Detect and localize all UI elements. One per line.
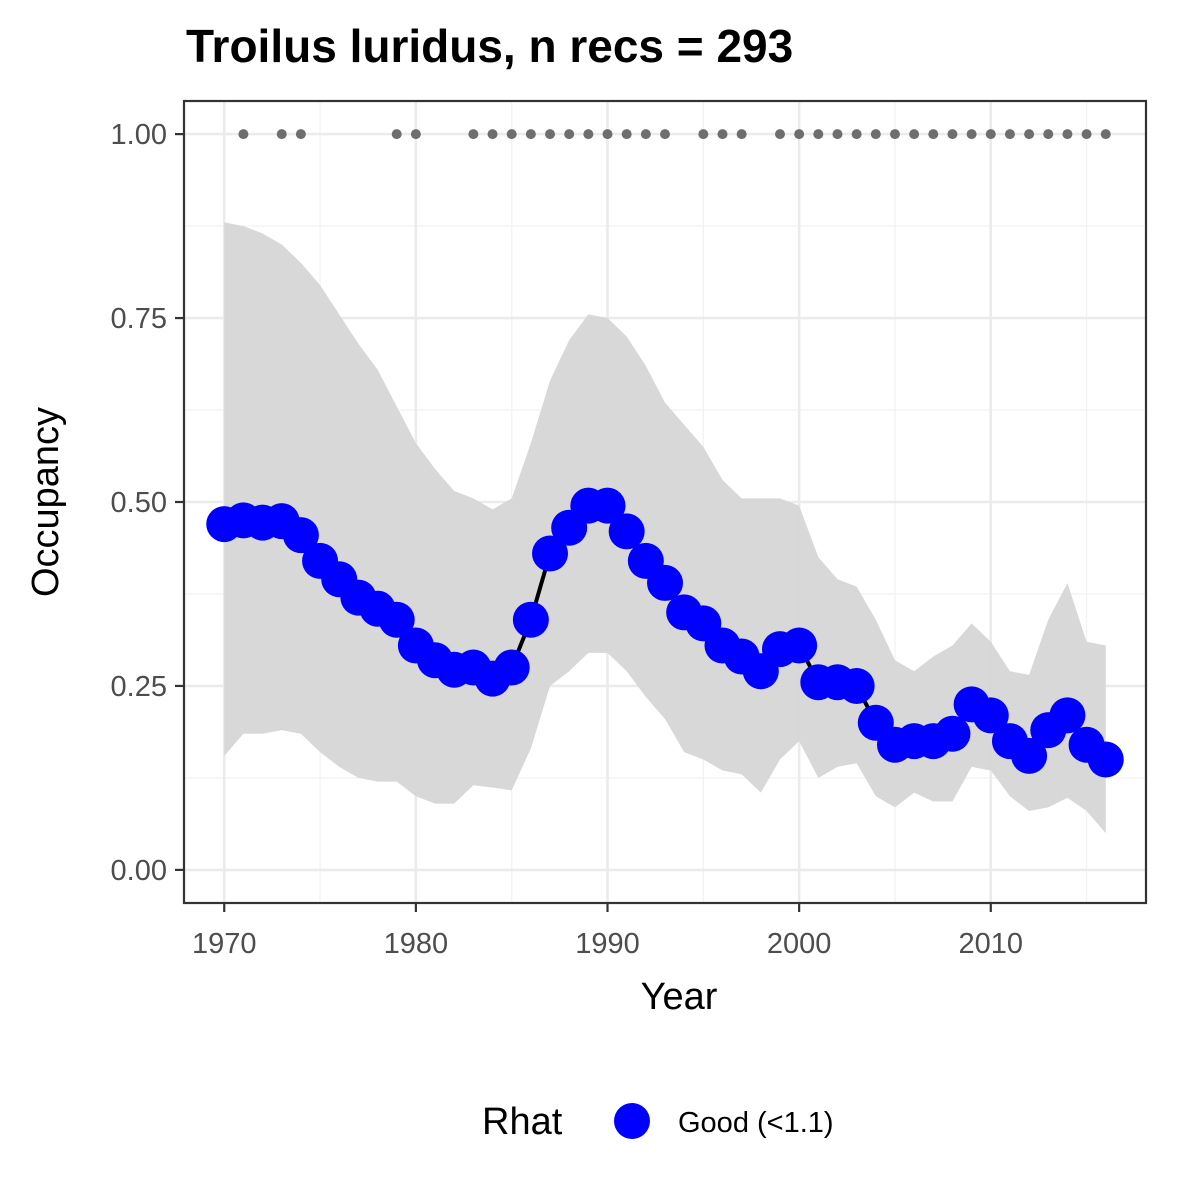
record-year-dot (1081, 129, 1092, 140)
record-year-dot (410, 129, 421, 140)
y-tick-label: 0.50 (111, 487, 167, 519)
x-tick-label: 1990 (575, 928, 640, 960)
record-year-dot (1100, 129, 1111, 140)
record-year-dot (391, 129, 402, 140)
occupancy-point (589, 487, 626, 524)
y-axis-title: Occupancy (25, 407, 67, 597)
x-axis: 1970 1980 1990 2000 2010 (192, 903, 1023, 960)
record-year-dot (717, 129, 728, 140)
occupancy-point (647, 564, 683, 601)
record-year-dot (966, 129, 977, 140)
record-year-dot (1024, 129, 1035, 140)
occupancy-point (608, 513, 645, 550)
record-year-dot (487, 129, 498, 140)
occupancy-point (493, 649, 530, 686)
x-axis-title: Year (641, 976, 718, 1018)
record-year-dot (832, 129, 843, 140)
record-year-dot (238, 129, 249, 140)
record-year-dot (985, 129, 996, 140)
record-year-dot (545, 129, 556, 140)
record-year-dot (947, 129, 958, 140)
record-year-dot (813, 129, 824, 140)
record-year-dot (525, 129, 536, 140)
y-tick-label: 1.00 (111, 119, 167, 151)
record-year-dot (889, 129, 900, 140)
record-year-dot (621, 129, 632, 140)
record-year-dot (928, 129, 939, 140)
x-tick-label: 2010 (959, 928, 1024, 960)
record-year-dot (1043, 129, 1054, 140)
chart-title: Troilus luridus, n recs = 293 (186, 20, 793, 72)
record-year-dot (276, 129, 287, 140)
legend-key-good (614, 1103, 650, 1139)
y-tick-label: 0.00 (111, 855, 167, 887)
y-tick-label: 0.25 (111, 671, 167, 703)
record-year-dot (870, 129, 881, 140)
occupancy-point (934, 715, 971, 752)
record-year-dot (583, 129, 594, 140)
record-year-dot (1062, 129, 1073, 140)
record-year-dot (794, 129, 805, 140)
record-year-dot (698, 129, 709, 140)
occupancy-point (1049, 697, 1086, 734)
legend: Rhat Good (<1.1) (482, 1101, 834, 1143)
x-tick-label: 1970 (192, 928, 257, 960)
legend-label-good: Good (<1.1) (678, 1107, 834, 1139)
occupancy-point (1087, 741, 1124, 778)
y-axis: 0.00 0.25 0.50 0.75 1.00 (111, 119, 184, 887)
occupancy-point (378, 601, 415, 638)
x-tick-label: 1980 (384, 928, 449, 960)
record-year-dot (660, 129, 670, 140)
y-tick-label: 0.75 (111, 303, 167, 335)
record-year-markers (238, 129, 1111, 140)
record-year-dot (564, 129, 575, 140)
record-year-dot (909, 129, 920, 140)
record-year-dot (602, 129, 613, 140)
occupancy-point (838, 667, 875, 704)
occupancy-point (532, 535, 569, 572)
occupancy-point (972, 697, 1009, 734)
record-year-dot (468, 129, 479, 140)
record-year-dot (774, 129, 785, 140)
record-year-dot (1004, 129, 1015, 140)
record-year-dot (295, 129, 306, 140)
record-year-dot (736, 129, 747, 140)
record-year-dot (640, 129, 651, 140)
occupancy-points (206, 487, 1124, 778)
legend-title: Rhat (482, 1101, 563, 1143)
occupancy-point (512, 601, 549, 638)
occupancy-point (1011, 737, 1048, 774)
plot-panel (182, 99, 1148, 905)
record-year-dot (506, 129, 517, 140)
occupancy-point (781, 627, 818, 664)
record-year-dot (851, 129, 862, 140)
occupancy-point (282, 517, 319, 554)
x-tick-label: 2000 (767, 928, 832, 960)
